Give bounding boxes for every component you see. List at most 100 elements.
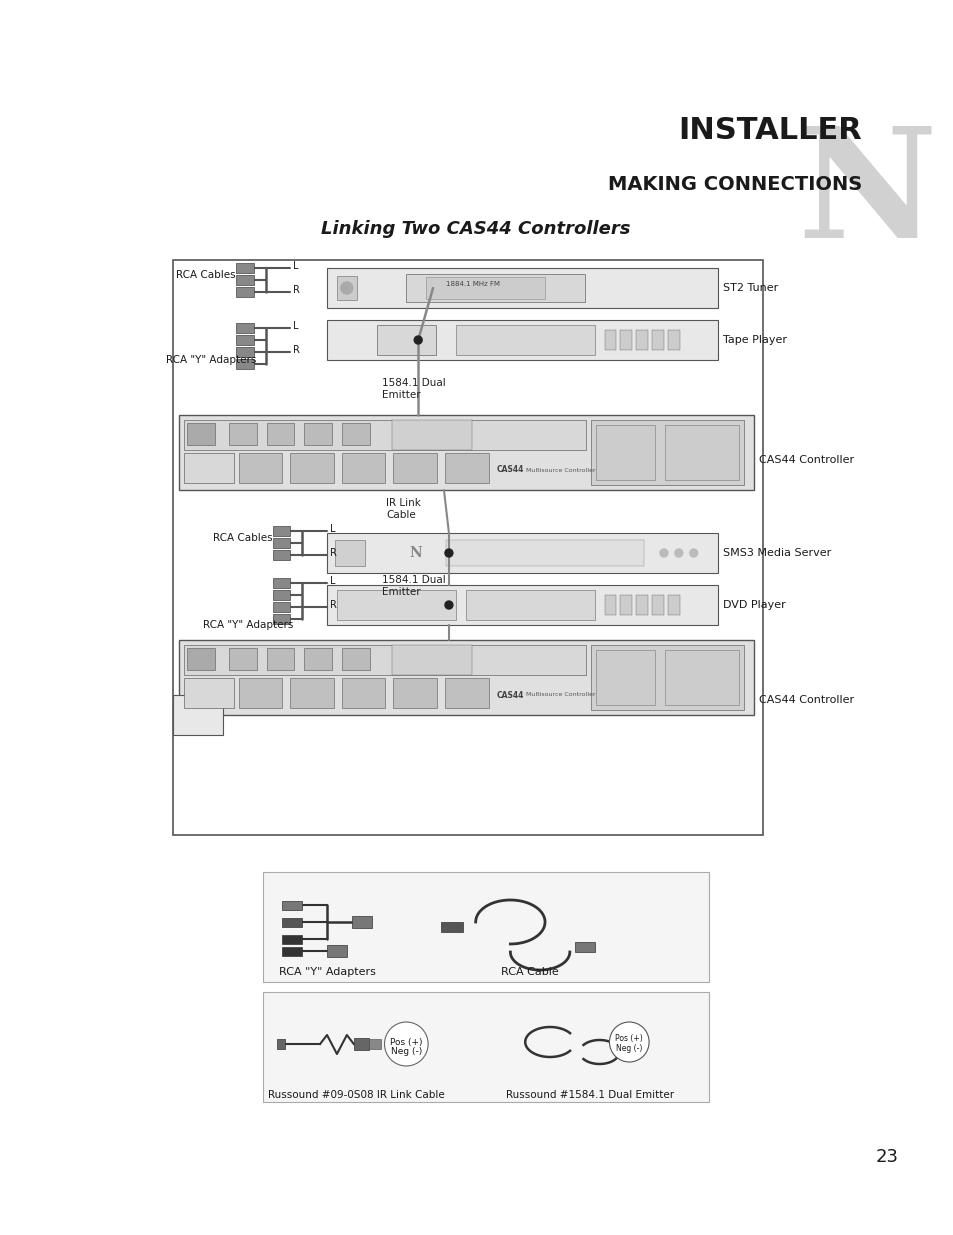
Text: Tape Player: Tape Player: [722, 335, 786, 345]
Circle shape: [659, 550, 667, 557]
Bar: [327, 945, 347, 957]
Bar: [235, 287, 253, 296]
Bar: [290, 453, 334, 483]
Bar: [282, 947, 302, 956]
Bar: [282, 935, 302, 944]
Bar: [664, 650, 739, 705]
Text: RCA Cable: RCA Cable: [500, 967, 558, 977]
Bar: [184, 420, 585, 450]
Bar: [235, 324, 253, 333]
Text: N: N: [410, 546, 422, 559]
Circle shape: [384, 1023, 428, 1066]
Bar: [590, 645, 743, 710]
Bar: [304, 424, 332, 445]
Text: INSTALLER: INSTALLER: [678, 116, 862, 144]
Bar: [184, 678, 233, 708]
Bar: [368, 1039, 380, 1049]
Text: CAS44: CAS44: [496, 466, 523, 474]
Bar: [336, 275, 356, 300]
Bar: [238, 453, 282, 483]
Bar: [335, 540, 364, 566]
Bar: [262, 992, 708, 1102]
Bar: [235, 263, 253, 273]
Bar: [341, 648, 369, 671]
Bar: [595, 650, 655, 705]
Bar: [235, 359, 253, 369]
Bar: [426, 277, 544, 299]
Text: Multisource Controller: Multisource Controller: [526, 468, 595, 473]
Bar: [273, 538, 290, 548]
Text: Linking Two CAS44 Controllers: Linking Two CAS44 Controllers: [320, 220, 630, 238]
Bar: [406, 274, 584, 303]
Bar: [273, 601, 290, 613]
Bar: [664, 425, 739, 480]
Bar: [619, 330, 632, 350]
Bar: [445, 540, 643, 566]
Bar: [273, 550, 290, 559]
Bar: [273, 526, 290, 536]
Bar: [341, 678, 385, 708]
Bar: [273, 614, 290, 624]
Bar: [456, 325, 594, 354]
Text: 1584.1 Dual
Emitter: 1584.1 Dual Emitter: [381, 378, 445, 400]
Bar: [652, 595, 663, 615]
Text: RCA "Y" Adapters: RCA "Y" Adapters: [167, 354, 256, 366]
Bar: [336, 590, 456, 620]
Bar: [352, 916, 372, 927]
Bar: [465, 590, 594, 620]
Text: RCA "Y" Adapters: RCA "Y" Adapters: [203, 620, 294, 630]
Bar: [277, 1039, 285, 1049]
Text: CAS44 Controller: CAS44 Controller: [759, 695, 853, 705]
Bar: [393, 453, 436, 483]
Bar: [266, 648, 294, 671]
Circle shape: [444, 601, 453, 609]
Bar: [595, 425, 655, 480]
Text: L: L: [293, 321, 298, 331]
Bar: [444, 453, 488, 483]
Text: Neg (-): Neg (-): [616, 1044, 641, 1053]
Bar: [652, 330, 663, 350]
Bar: [273, 590, 290, 600]
Text: Neg (-): Neg (-): [391, 1047, 421, 1056]
Bar: [393, 678, 436, 708]
Bar: [392, 420, 471, 450]
Bar: [229, 424, 256, 445]
Text: SMS3 Media Server: SMS3 Media Server: [722, 548, 831, 558]
Bar: [282, 902, 302, 910]
Text: ST2 Tuner: ST2 Tuner: [722, 283, 778, 293]
Bar: [290, 678, 334, 708]
Text: Russound #09-0S08 IR Link Cable: Russound #09-0S08 IR Link Cable: [268, 1091, 445, 1100]
Bar: [440, 923, 462, 932]
Text: 1584.1 Dual
Emitter: 1584.1 Dual Emitter: [381, 576, 445, 597]
Bar: [636, 330, 647, 350]
Text: RCA Cables: RCA Cables: [176, 270, 235, 280]
Bar: [667, 330, 679, 350]
Bar: [590, 420, 743, 485]
Bar: [327, 534, 718, 573]
Bar: [392, 645, 471, 676]
Bar: [238, 678, 282, 708]
Bar: [173, 261, 762, 835]
Bar: [184, 453, 233, 483]
Bar: [327, 585, 718, 625]
Text: R: R: [330, 548, 336, 558]
Text: IR Link
Cable: IR Link Cable: [386, 498, 421, 520]
Bar: [173, 695, 223, 735]
Bar: [604, 330, 616, 350]
Bar: [235, 275, 253, 285]
Bar: [262, 872, 708, 982]
Circle shape: [689, 550, 697, 557]
Bar: [327, 268, 718, 308]
Circle shape: [674, 550, 682, 557]
Text: RCA Cables: RCA Cables: [213, 534, 273, 543]
Bar: [341, 424, 369, 445]
Circle shape: [609, 1023, 648, 1062]
Bar: [354, 1037, 368, 1050]
Circle shape: [340, 282, 353, 294]
Text: DVD Player: DVD Player: [722, 600, 785, 610]
Bar: [327, 320, 718, 359]
Bar: [282, 918, 302, 927]
Text: 23: 23: [875, 1149, 898, 1166]
Bar: [235, 347, 253, 357]
Bar: [235, 335, 253, 345]
